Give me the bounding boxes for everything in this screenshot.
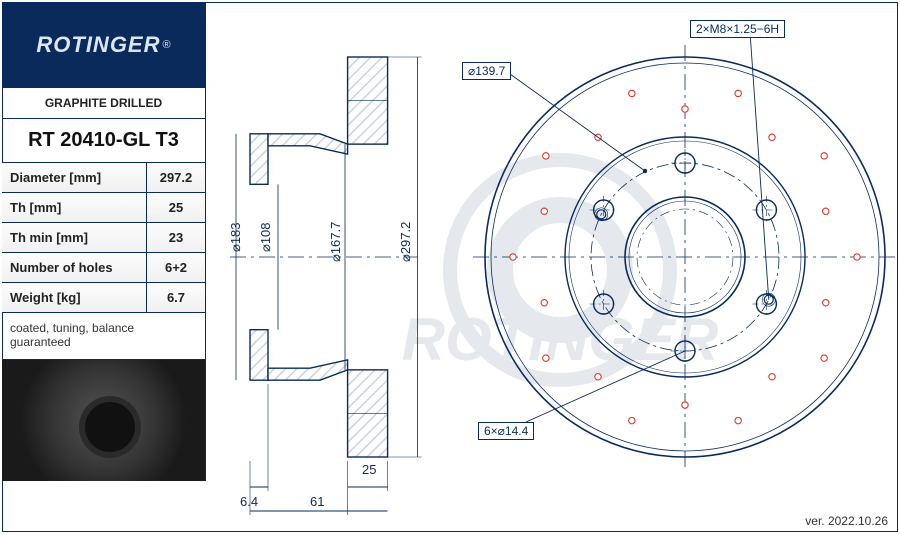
spec-row: Number of holes6+2 xyxy=(2,253,205,283)
spec-panel: ROTINGER® GRAPHITE DRILLED RT 20410-GL T… xyxy=(2,2,206,481)
callout-bolt-circle: ⌀139.7 xyxy=(462,62,511,80)
spec-row: Th min [mm]23 xyxy=(2,223,205,253)
dim-d183: ⌀183 xyxy=(228,222,244,252)
spec-value: 6.7 xyxy=(147,283,205,312)
version-label: ver. 2022.10.26 xyxy=(805,514,888,528)
product-photo xyxy=(2,360,205,481)
spec-label: Number of holes xyxy=(2,253,147,282)
technical-drawing: ⌀139.7 2×M8×1.25−6H 6×⌀14.4 ⌀183 ⌀108 ⌀1… xyxy=(210,2,898,530)
part-number: RT 20410-GL T3 xyxy=(2,119,205,163)
spec-label: Th [mm] xyxy=(2,193,147,222)
spec-row: Th [mm]25 xyxy=(2,193,205,223)
spec-value: 23 xyxy=(147,223,205,252)
callout-thread-spec: 2×M8×1.25−6H xyxy=(690,20,785,38)
dim-w61: 61 xyxy=(310,494,324,509)
dim-w6-4: 6.4 xyxy=(240,494,258,509)
dim-w25: 25 xyxy=(362,462,376,477)
spec-label: Weight [kg] xyxy=(2,283,147,312)
notes-text: coated, tuning, balance guaranteed xyxy=(10,321,134,349)
spec-value: 6+2 xyxy=(147,253,205,282)
product-subtitle: GRAPHITE DRILLED xyxy=(2,88,205,119)
registered-mark: ® xyxy=(163,39,171,51)
brand-logo: ROTINGER® xyxy=(2,2,205,88)
dim-d167-7: ⌀167.7 xyxy=(328,222,344,262)
brand-name: ROTINGER xyxy=(36,32,160,58)
spec-row: Diameter [mm]297.2 xyxy=(2,163,205,193)
spec-label: Th min [mm] xyxy=(2,223,147,252)
product-notes: coated, tuning, balance guaranteed xyxy=(2,313,205,360)
spec-value: 25 xyxy=(147,193,205,222)
spec-row: Weight [kg]6.7 xyxy=(2,283,205,313)
drawing-svg xyxy=(210,2,898,530)
spec-value: 297.2 xyxy=(147,163,205,192)
spec-label: Diameter [mm] xyxy=(2,163,147,192)
callout-bolt-hole: 6×⌀14.4 xyxy=(478,422,534,440)
dim-d108: ⌀108 xyxy=(258,222,274,252)
dim-d297-2: ⌀297.2 xyxy=(398,222,414,262)
